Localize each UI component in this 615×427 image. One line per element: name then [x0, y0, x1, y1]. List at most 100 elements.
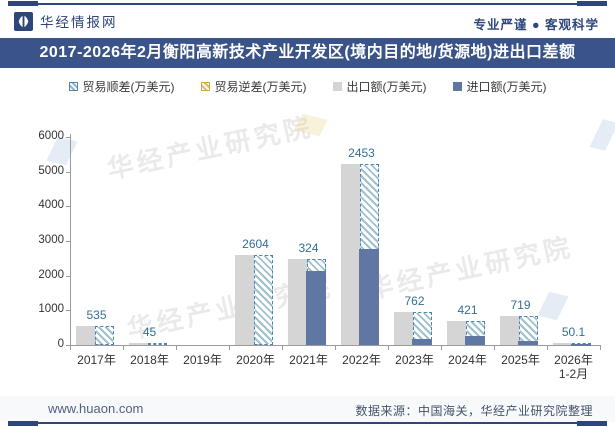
x-axis-label: 2017年	[77, 353, 116, 367]
value-label: 719	[510, 297, 531, 312]
export-bar	[446, 320, 466, 345]
x-axis-tick	[600, 346, 601, 350]
surplus-hatch-bar	[518, 315, 538, 346]
import-bar	[571, 343, 591, 346]
website-url: www.huaon.com	[48, 401, 144, 416]
y-axis-tick	[66, 310, 70, 312]
surplus-hatch-bar	[94, 326, 114, 345]
value-label: 324	[298, 241, 319, 256]
export-bar	[128, 343, 148, 345]
top-accent-cap-right	[577, 1, 607, 6]
y-axis-tick-label: 0	[57, 338, 64, 350]
export-bar	[552, 343, 572, 345]
y-axis-tick	[66, 137, 70, 138]
legend-label: 贸易顺差(万美元)	[82, 80, 175, 94]
import-bar	[412, 338, 432, 346]
bottom-accent-cap-left	[8, 421, 38, 426]
x-axis-label: 2026年 1-2月	[554, 353, 593, 382]
x-axis-tick	[441, 346, 442, 350]
watermark-text-1: 华经产业研究院	[104, 111, 317, 185]
surplus-hatch-bar	[412, 311, 432, 346]
x-axis-tick	[70, 346, 71, 350]
x-axis-label: 2024年	[448, 353, 487, 367]
legend-item-4: 进口额(万美元)	[452, 78, 547, 95]
x-axis-label: 2019年	[183, 353, 222, 367]
value-label: 421	[457, 302, 478, 317]
top-accent-cap-left	[8, 1, 38, 6]
legend-label: 进口额(万美元)	[466, 80, 547, 94]
x-axis-label: 2025年	[501, 353, 540, 367]
legend-swatch-hatch-blue	[68, 82, 78, 91]
import-bar	[465, 335, 485, 346]
bottom-accent-line	[8, 422, 607, 424]
value-label: 2453	[348, 145, 375, 160]
legend-swatch-solid-gray	[332, 82, 342, 91]
x-axis-tick	[282, 346, 283, 350]
x-axis-tick	[335, 346, 336, 350]
chart-title: 2017-2026年2月衡阳高新技术产业开发区(境内目的地/货源地)进出口差额	[0, 38, 615, 68]
y-axis-tick-label: 3000	[38, 234, 64, 246]
x-axis-tick	[123, 346, 124, 350]
y-axis-tick-label: 1000	[38, 303, 64, 316]
surplus-hatch-bar	[147, 343, 167, 345]
bottom-accent-cap-right	[577, 421, 607, 426]
surplus-hatch-bar	[465, 320, 485, 346]
data-source: 数据来源：中国海关，华经产业研究院整理	[355, 404, 593, 418]
export-bar	[393, 311, 413, 345]
top-accent-line	[8, 3, 607, 5]
footer: www.huaon.com 数据来源：中国海关，华经产业研究院整理	[0, 396, 615, 422]
y-axis-tick	[66, 345, 70, 346]
y-axis-tick	[66, 206, 70, 208]
export-bar	[234, 254, 254, 345]
y-axis-tick-label: 6000	[38, 130, 64, 142]
legend-item-1: 贸易顺差(万美元)	[68, 78, 175, 95]
x-axis-label: 2020年	[236, 353, 275, 367]
legend-swatch-hatch-yellow	[200, 82, 210, 91]
y-axis-tick-label: 5000	[38, 164, 64, 177]
x-axis-line	[70, 345, 601, 346]
import-bar	[306, 270, 326, 346]
x-axis-label: 2018年	[130, 353, 169, 367]
export-bar	[75, 326, 95, 345]
surplus-hatch-bar	[571, 343, 591, 346]
x-axis-label: 2021年	[289, 353, 328, 367]
import-bar	[359, 249, 379, 346]
surplus-hatch-bar	[253, 254, 273, 345]
y-axis-tick	[66, 241, 70, 242]
brand-tagline: 专业严谨 ● 客观科学	[473, 18, 599, 32]
legend-label: 出口额(万美元)	[346, 80, 427, 94]
header: 华经情报网 专业严谨 ● 客观科学	[0, 8, 615, 36]
chart-legend: 贸易顺差(万美元) 贸易逆差(万美元) 出口额(万美元) 进口额(万美元)	[0, 78, 615, 95]
x-axis-tick	[547, 346, 548, 350]
watermark-shape-3	[589, 119, 615, 151]
x-axis-tick	[229, 346, 230, 350]
value-label: 762	[404, 293, 425, 308]
legend-swatch-solid-blue	[452, 82, 462, 91]
value-label: 2604	[242, 236, 269, 251]
legend-item-2: 贸易逆差(万美元)	[200, 78, 307, 95]
value-label: 50.1	[561, 325, 586, 339]
x-axis-tick	[176, 346, 177, 350]
import-bar	[518, 340, 538, 346]
watermark-shape-2	[294, 113, 328, 137]
x-axis-tick	[388, 346, 389, 350]
y-axis-tick-label: 4000	[38, 199, 64, 212]
legend-label: 贸易逆差(万美元)	[214, 80, 307, 94]
value-label: 45	[142, 325, 157, 339]
surplus-hatch-bar	[306, 259, 326, 346]
brand-logo-icon	[14, 11, 33, 31]
export-bar	[287, 259, 307, 345]
y-axis-tick	[66, 171, 70, 173]
y-axis-tick-label: 2000	[38, 268, 64, 281]
export-bar	[499, 315, 519, 345]
brand-name: 华经情报网	[40, 15, 118, 30]
legend-item-3: 出口额(万美元)	[332, 78, 427, 95]
x-axis-tick	[494, 346, 495, 350]
x-axis-label: 2023年	[395, 353, 434, 367]
y-axis-tick	[66, 275, 70, 277]
brand: 华经情报网	[14, 11, 118, 31]
export-bar	[340, 163, 360, 345]
y-axis-line	[70, 134, 71, 346]
